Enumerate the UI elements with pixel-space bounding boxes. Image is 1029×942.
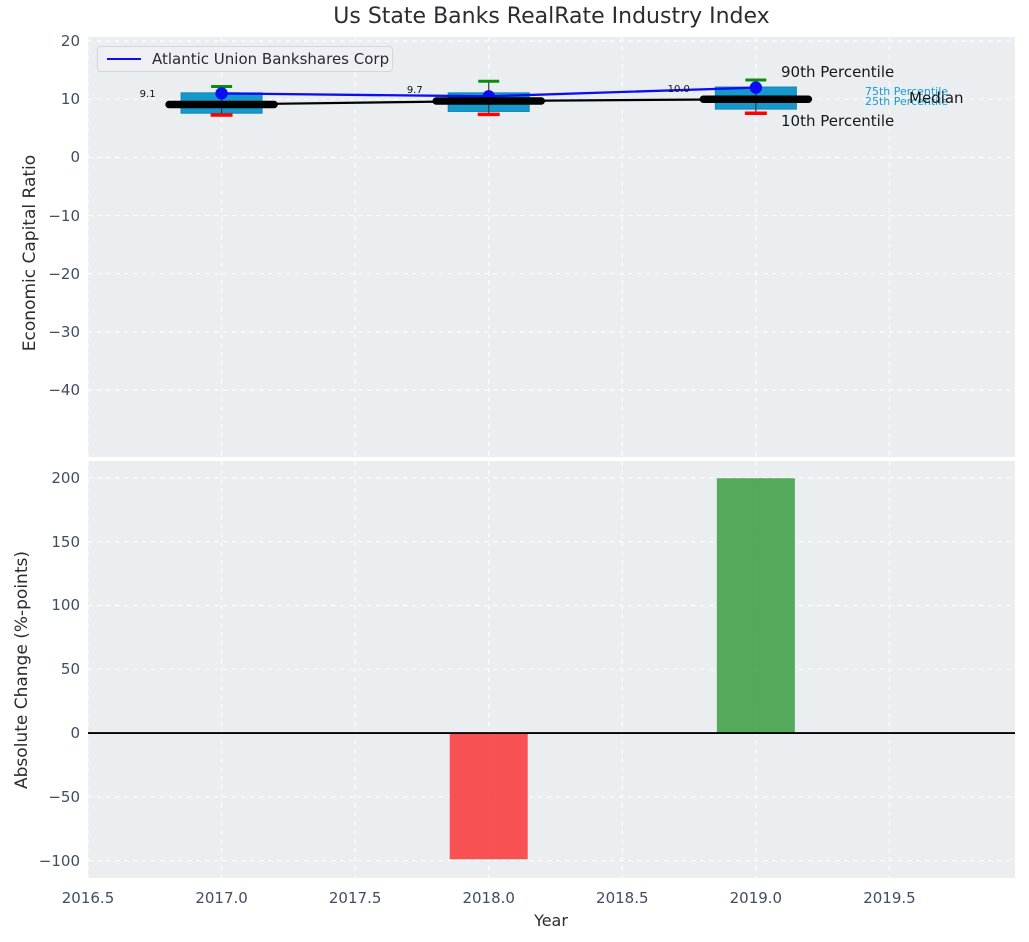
bottom-ytick-label: −100 [38, 851, 80, 870]
legend: Atlantic Union Bankshares Corp [97, 46, 393, 72]
median-value-label: 10.0 [667, 83, 690, 95]
bottom-ytick-label: −50 [48, 787, 80, 806]
bottom-ytick-label: 0 [70, 724, 80, 743]
median-value-label: 9.7 [406, 85, 423, 97]
bottom-ytick-label: 100 [51, 596, 80, 615]
bottom-ytick-label: 50 [60, 660, 80, 679]
annotation-90th-percentile: 90th Percentile [781, 63, 895, 81]
company-point [749, 81, 763, 94]
annotation-median: Median [909, 89, 964, 107]
bottom-xtick-label: 2018.5 [596, 889, 649, 907]
top-ytick-label: 10 [60, 90, 80, 109]
top-ytick-label: −30 [48, 322, 80, 341]
bar-negative [449, 733, 528, 860]
top-ytick-label: 0 [70, 148, 80, 167]
bottom-xtick-label: 2016.5 [61, 889, 115, 907]
top-ytick-label: −40 [48, 381, 80, 400]
bottom-xtick-label: 2019.0 [729, 889, 783, 907]
bottom-xtick-label: 2017.5 [328, 889, 382, 907]
chart-title: Us State Banks RealRate Industry Index [333, 4, 770, 29]
annotation-75th-percentile: 75th Percentile [865, 85, 949, 98]
bottom-plot-area [88, 461, 1015, 878]
top-plot-area [88, 37, 1015, 457]
bottom-xtick-label: 2018.0 [462, 889, 515, 907]
company-point [215, 87, 228, 100]
bottom-xtick-label: 2017.0 [195, 889, 248, 907]
legend-line-sample-icon [107, 58, 141, 60]
median-value-label: 9.1 [139, 88, 156, 100]
bottom-ytick-label: 150 [51, 532, 80, 551]
legend-label: Atlantic Union Bankshares Corp [152, 50, 390, 68]
bar-positive [716, 478, 795, 734]
top-ytick-label: −20 [48, 264, 80, 283]
annotation-25th-percentile: 25th Percentile [865, 95, 949, 108]
bottom-ytick-label: 200 [51, 468, 80, 487]
top-ytick-label: 20 [60, 32, 80, 51]
annotation-10th-percentile: 10th Percentile [781, 112, 895, 130]
top-ytick-label: −10 [48, 206, 80, 225]
x-axis-label: Year [534, 911, 568, 930]
bottom-xtick-label: 2019.5 [863, 889, 916, 907]
